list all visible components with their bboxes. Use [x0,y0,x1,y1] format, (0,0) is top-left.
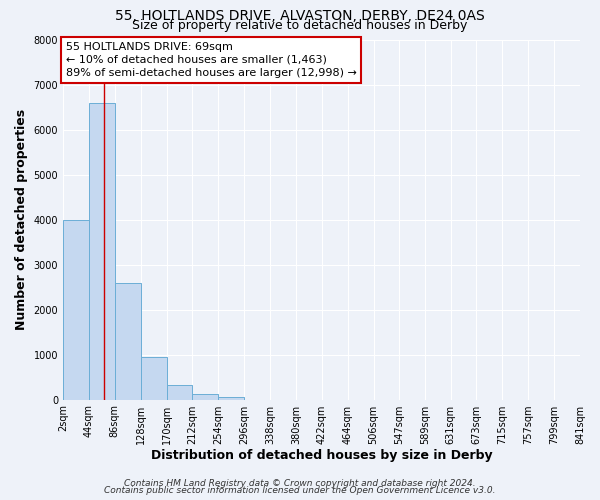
Y-axis label: Number of detached properties: Number of detached properties [15,109,28,330]
Bar [115,282,140,400]
Text: Contains HM Land Registry data © Crown copyright and database right 2024.: Contains HM Land Registry data © Crown c… [124,478,476,488]
Text: 55, HOLTLANDS DRIVE, ALVASTON, DERBY, DE24 0AS: 55, HOLTLANDS DRIVE, ALVASTON, DERBY, DE… [115,9,485,23]
Bar [193,394,218,400]
Bar [167,385,193,400]
Text: Contains public sector information licensed under the Open Government Licence v3: Contains public sector information licen… [104,486,496,495]
Bar [63,220,89,400]
Text: 55 HOLTLANDS DRIVE: 69sqm
← 10% of detached houses are smaller (1,463)
89% of se: 55 HOLTLANDS DRIVE: 69sqm ← 10% of detac… [65,42,356,78]
Bar [89,103,115,400]
Text: Size of property relative to detached houses in Derby: Size of property relative to detached ho… [133,19,467,32]
X-axis label: Distribution of detached houses by size in Derby: Distribution of detached houses by size … [151,450,493,462]
Bar [218,398,244,400]
Bar [140,357,167,400]
